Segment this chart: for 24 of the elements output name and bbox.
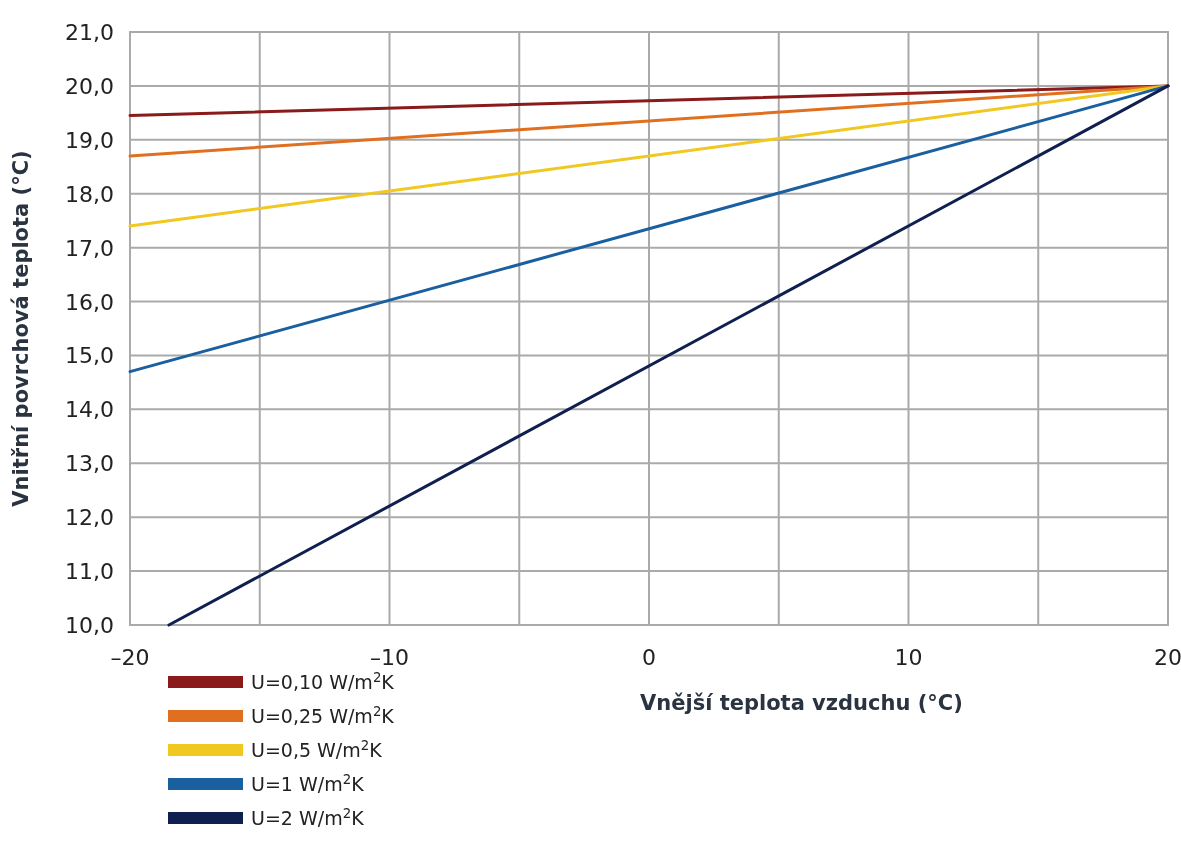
y-tick-label: 11,0 xyxy=(65,559,114,585)
legend-label: U=1 W/m$^{2}$K xyxy=(251,771,365,795)
x-axis-title: Vnější teplota vzduchu (°C) xyxy=(640,691,963,715)
y-tick-label: 21,0 xyxy=(65,20,114,45)
y-tick-label: 12,0 xyxy=(65,505,114,531)
x-tick-label: –20 xyxy=(110,645,150,670)
y-tick-label: 20,0 xyxy=(65,73,114,99)
y-tick-label: 13,0 xyxy=(65,451,114,477)
y-tick-label: 16,0 xyxy=(65,289,114,315)
y-tick-label: 15,0 xyxy=(65,343,114,369)
y-tick-label: 19,0 xyxy=(65,127,114,153)
y-tick-label: 10,0 xyxy=(65,613,114,638)
x-tick-label: 0 xyxy=(642,645,656,670)
legend-label: U=0,25 W/m$^{2}$K xyxy=(251,703,395,727)
x-tick-label: –10 xyxy=(370,645,409,670)
x-tick-label: 20 xyxy=(1154,645,1181,670)
y-tick-label: 17,0 xyxy=(65,235,114,261)
x-tick-label: 10 xyxy=(894,645,923,670)
legend-label: U=0,10 W/m$^{2}$K xyxy=(251,669,395,693)
legend-label: U=0,5 W/m$^{2}$K xyxy=(251,737,383,761)
y-tick-label: 14,0 xyxy=(65,397,114,423)
y-axis-title: Vnitřní povrchová teplota (°C) xyxy=(9,150,33,507)
y-tick-label: 18,0 xyxy=(65,181,114,207)
legend-label: U=2 W/m$^{2}$K xyxy=(251,805,365,829)
